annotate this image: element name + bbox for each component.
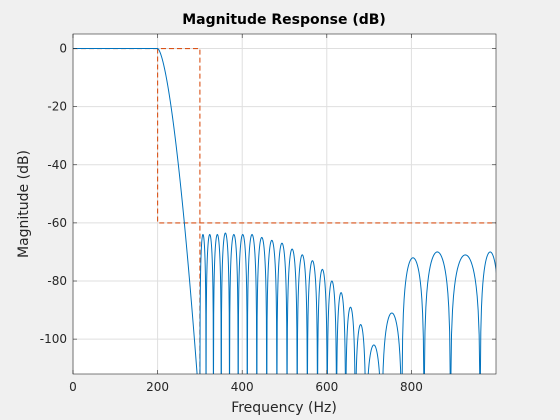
y-tick-label: -60 [47, 216, 67, 230]
y-tick-label: -40 [47, 158, 67, 172]
sidelobe [205, 233, 214, 374]
x-axis-label: Frequency (Hz) [231, 400, 337, 416]
ticks: 0 200 400 600 800 0 -20 -40 -60 -80 -100 [40, 34, 496, 394]
y-tick-label: 0 [59, 42, 67, 56]
response-curve [73, 48, 496, 374]
x-tick-label: 600 [315, 380, 338, 394]
plot-area [73, 34, 496, 374]
sidelobe [229, 233, 239, 374]
y-axis-label: Magnitude (dB) [16, 150, 32, 258]
sidelobe [345, 306, 356, 374]
sidelobe [213, 233, 222, 374]
sidelobe [296, 254, 308, 374]
sidelobe [450, 254, 481, 374]
sidelobe [246, 233, 258, 374]
sidelobe [355, 324, 366, 374]
sidelobe [336, 292, 346, 374]
sidelobe [423, 251, 451, 374]
mask-line-2 [157, 48, 496, 224]
sidelobe [266, 239, 278, 374]
sidelobe [220, 232, 230, 374]
sidelobe [326, 280, 337, 374]
y-tick-label: -100 [40, 332, 67, 346]
sidelobe [479, 251, 496, 374]
passband-transition [73, 48, 198, 374]
sidelobe [401, 257, 425, 374]
sidelobe [286, 248, 298, 374]
sidelobe [367, 344, 380, 374]
plot-frame [72, 33, 497, 375]
x-tick-label: 400 [231, 380, 254, 394]
y-tick-label: -20 [47, 100, 67, 114]
sidelobe [306, 260, 318, 374]
sidelobe [237, 233, 248, 374]
sidelobe [276, 242, 288, 374]
x-tick-label: 800 [400, 380, 423, 394]
x-tick-label: 200 [146, 380, 169, 394]
sidelobe [382, 312, 402, 374]
sidelobe [256, 236, 268, 374]
y-tick-label: -80 [47, 274, 67, 288]
sidelobe [317, 268, 328, 374]
chart-title: Magnitude Response (dB) [182, 12, 386, 28]
x-tick-label: 0 [69, 380, 77, 394]
sidelobe [199, 233, 207, 374]
